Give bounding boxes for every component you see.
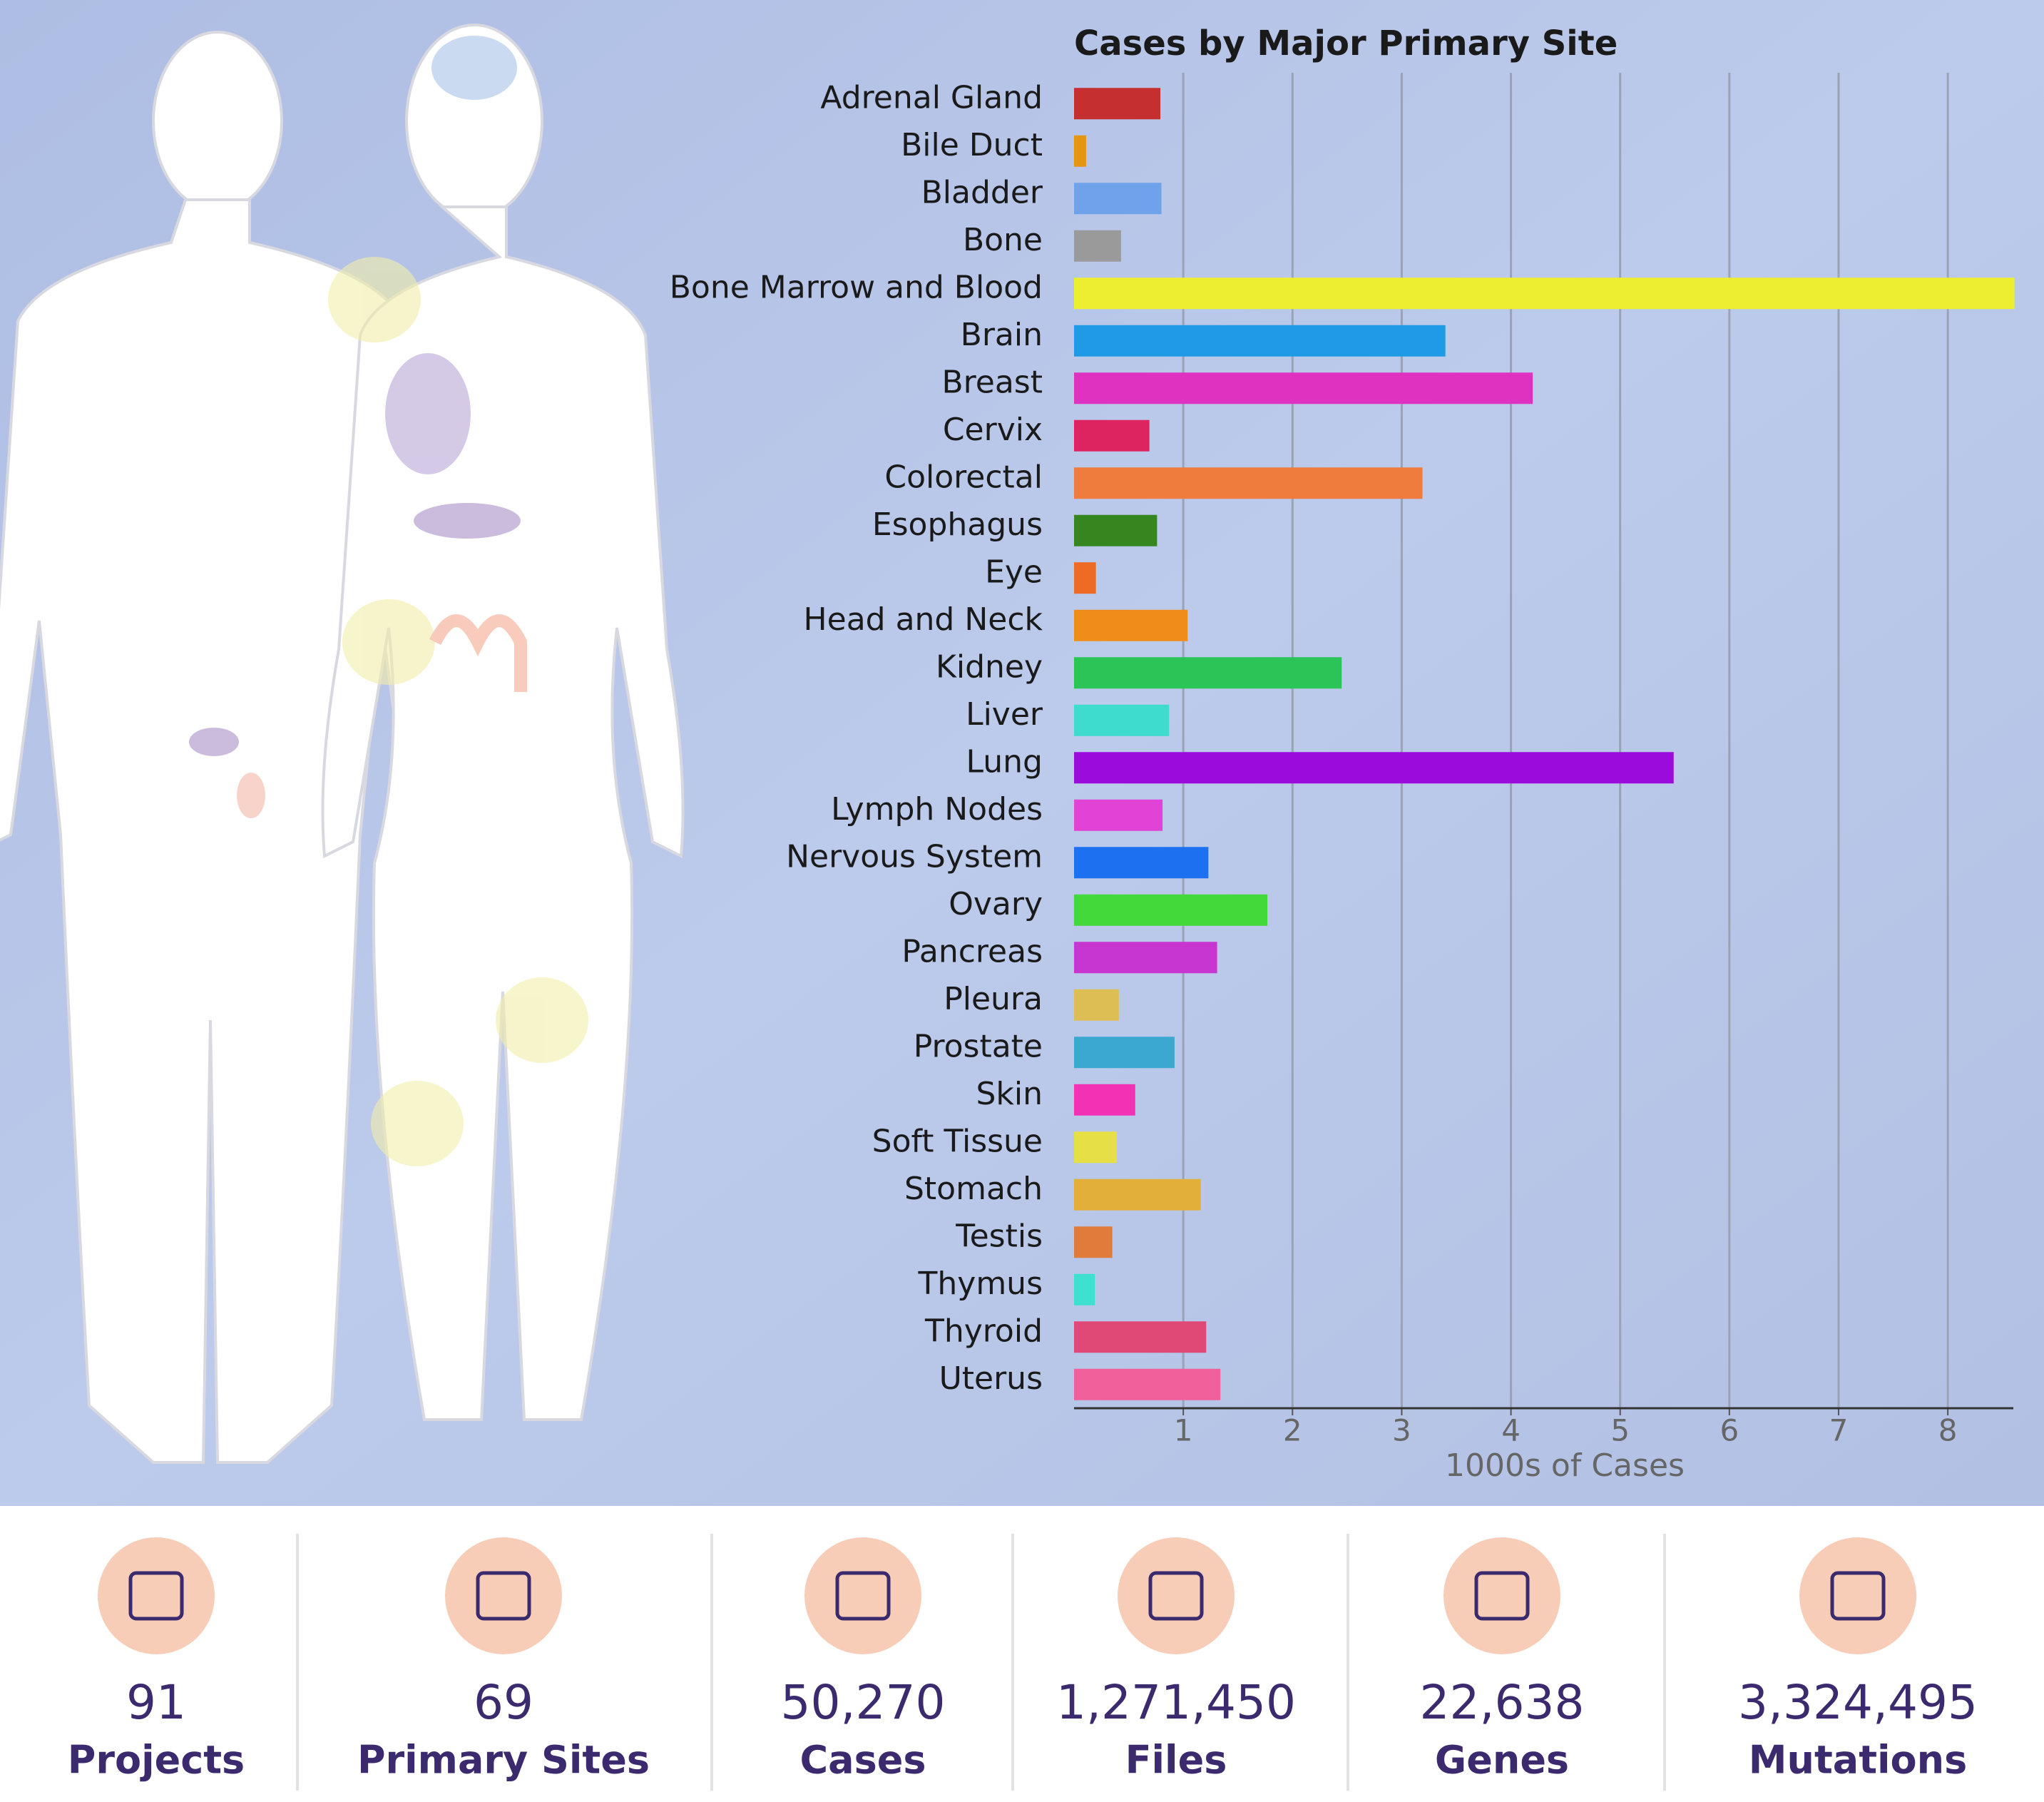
bar xyxy=(1074,847,1209,879)
bar xyxy=(1074,230,1121,262)
bar xyxy=(1074,989,1119,1021)
bar xyxy=(1074,372,1533,404)
stat-label: Files xyxy=(1125,1738,1227,1783)
stat-value: 50,270 xyxy=(781,1675,946,1730)
bar xyxy=(1074,704,1170,736)
y-tick-label: Breast xyxy=(941,364,1043,400)
stat-icon xyxy=(1118,1537,1235,1654)
stat-icon-glyph xyxy=(128,1571,184,1621)
stat-icon xyxy=(804,1537,921,1654)
bar xyxy=(1074,1368,1221,1400)
stat-icon xyxy=(445,1537,562,1654)
stat-value: 3,324,495 xyxy=(1738,1675,1978,1730)
bar xyxy=(1074,942,1217,974)
bar xyxy=(1074,419,1150,452)
bar xyxy=(1074,1226,1113,1258)
stat-icon-glyph xyxy=(835,1571,891,1621)
y-tick-label: Ovary xyxy=(949,886,1043,922)
y-tick-label: Esophagus xyxy=(872,507,1043,543)
x-tick-label: 4 xyxy=(1501,1413,1521,1448)
stat-label: Projects xyxy=(68,1738,245,1783)
stat-icon xyxy=(1443,1537,1560,1654)
stat-icon-glyph xyxy=(476,1571,531,1621)
stat-icon-glyph xyxy=(1148,1571,1204,1621)
x-tick-label: 5 xyxy=(1610,1413,1630,1448)
x-tick-label: 1 xyxy=(1174,1413,1193,1448)
bar xyxy=(1074,562,1096,594)
y-tick-label: Uterus xyxy=(939,1360,1043,1397)
bar xyxy=(1074,799,1163,831)
y-tick-label: Brain xyxy=(961,317,1043,353)
y-tick-label: Testis xyxy=(955,1218,1043,1254)
bar xyxy=(1074,135,1086,167)
y-tick-label: Colorectal xyxy=(884,459,1043,495)
y-tick-label: Adrenal Gland xyxy=(820,79,1043,116)
stat-value: 22,638 xyxy=(1420,1675,1585,1730)
stat-label: Mutations xyxy=(1749,1738,1967,1783)
bar xyxy=(1074,325,1446,357)
plot: 1 2 3 4 5 6 7 8 Adrenal Gland Bile Duct Bladder Bon… xyxy=(670,73,2015,1448)
bar xyxy=(1074,657,1342,689)
y-tick-label: Soft Tissue xyxy=(872,1123,1043,1159)
bar xyxy=(1074,1037,1175,1069)
y-tick-label: Cervix xyxy=(943,412,1043,448)
stat-value: 1,271,450 xyxy=(1056,1675,1296,1730)
stat-icon xyxy=(1799,1537,1916,1654)
stat-label: Cases xyxy=(800,1738,926,1783)
stats-panel xyxy=(0,1506,2044,1802)
bar xyxy=(1074,467,1423,499)
chart-title: Cases by Major Primary Site xyxy=(1074,24,1618,63)
y-tick-label: Nervous System xyxy=(786,838,1043,875)
stats: 91 Projects 69 Primary Sites 50,270 Cases 1,27… xyxy=(68,1534,1978,1791)
x-tick-label: 6 xyxy=(1719,1413,1739,1448)
y-tick-label: Eye xyxy=(985,554,1043,590)
y-tick-label: Stomach xyxy=(904,1171,1043,1207)
y-tick-label: Bladder xyxy=(921,174,1043,210)
x-tick-label: 8 xyxy=(1938,1413,1958,1448)
bar xyxy=(1074,514,1158,546)
y-tick-label: Skin xyxy=(976,1076,1043,1112)
y-tick-label: Liver xyxy=(966,696,1043,733)
bar xyxy=(1074,894,1268,926)
stat-label: Primary Sites xyxy=(357,1738,650,1783)
y-tick-label: Pancreas xyxy=(901,933,1043,969)
stat-icon-glyph xyxy=(1830,1571,1886,1621)
bar xyxy=(1074,88,1160,120)
bar xyxy=(1074,1179,1201,1211)
x-tick-label: 7 xyxy=(1829,1413,1849,1448)
y-tick-label: Lymph Nodes xyxy=(831,791,1043,828)
bar xyxy=(1074,1131,1117,1164)
stat-icon xyxy=(98,1537,215,1654)
x-tick-label: 2 xyxy=(1283,1413,1302,1448)
bar xyxy=(1074,1273,1095,1305)
bar xyxy=(1074,278,2015,310)
y-tick-label: Pleura xyxy=(944,981,1043,1017)
bar xyxy=(1074,183,1162,215)
y-tick-label: Lung xyxy=(966,743,1043,780)
stat-value: 91 xyxy=(126,1675,186,1730)
stat-icon-glyph xyxy=(1474,1571,1530,1621)
stat-value: 69 xyxy=(474,1675,533,1730)
bar xyxy=(1074,609,1188,641)
x-tick-label: 3 xyxy=(1392,1413,1411,1448)
stat-label: Genes xyxy=(1435,1738,1569,1783)
y-tick-label: Bile Duct xyxy=(901,127,1043,163)
y-tick-label: Thyroid xyxy=(924,1313,1043,1349)
x-axis-label: 1000s of Cases xyxy=(1445,1447,1685,1484)
bar xyxy=(1074,1321,1207,1353)
organ-highlights xyxy=(189,36,588,1166)
y-tick-label: Kidney xyxy=(936,648,1043,685)
y-tick-label: Thymus xyxy=(918,1266,1043,1302)
bar xyxy=(1074,1084,1135,1116)
y-tick-label: Head and Neck xyxy=(804,601,1043,638)
bar xyxy=(1074,752,1674,784)
y-tick-label: Prostate xyxy=(914,1028,1043,1064)
y-tick-label: Bone Marrow and Blood xyxy=(670,269,1043,305)
y-tick-label: Bone xyxy=(963,222,1043,258)
